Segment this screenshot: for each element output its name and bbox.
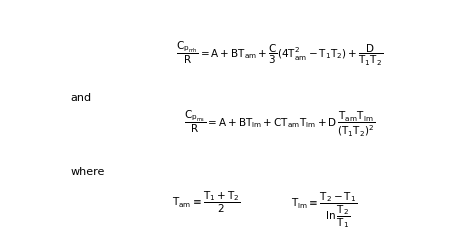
Text: $\mathsf{\dfrac{C_{p_{ms}}}{R} = A + BT_{lm} + CT_{am}T_{lm} + D\,\dfrac{T_{am}T: $\mathsf{\dfrac{C_{p_{ms}}}{R} = A + BT_… (184, 108, 375, 138)
Text: $\mathsf{T_{lm} \equiv \dfrac{T_2 - T_1}{\ln\dfrac{T_2}{T_1}}}$: $\mathsf{T_{lm} \equiv \dfrac{T_2 - T_1}… (291, 189, 357, 229)
Text: $\mathsf{T_{am} \equiv \dfrac{T_1 + T_2}{2}}$: $\mathsf{T_{am} \equiv \dfrac{T_1 + T_2}… (172, 189, 240, 214)
Text: $\mathsf{\dfrac{C_{p_{mh}}}{R} = A + BT_{am} + \dfrac{C}{3}(4T_{am}^{2} - T_1 T_: $\mathsf{\dfrac{C_{p_{mh}}}{R} = A + BT_… (176, 40, 383, 68)
Text: where: where (70, 166, 105, 176)
Text: and: and (70, 92, 91, 102)
